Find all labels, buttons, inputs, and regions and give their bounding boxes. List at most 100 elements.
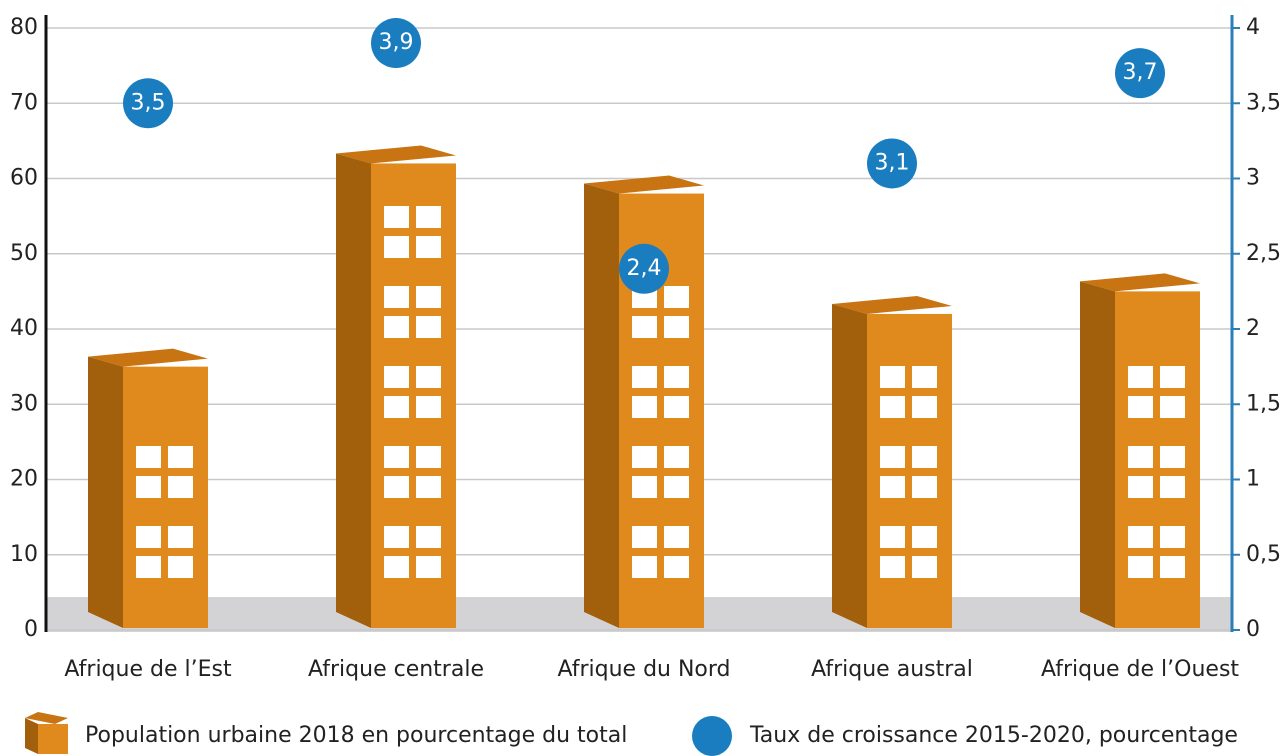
window	[384, 286, 409, 308]
y-tick-label: 30	[10, 391, 38, 416]
y2-tick-label: 0	[1246, 617, 1260, 642]
window	[384, 206, 409, 228]
window	[416, 446, 441, 468]
window	[136, 556, 161, 578]
window	[416, 286, 441, 308]
window	[384, 236, 409, 258]
window	[632, 556, 657, 578]
window	[912, 476, 937, 498]
window	[1160, 396, 1185, 418]
building	[1080, 273, 1200, 628]
y2-tick-label: 1	[1246, 467, 1260, 492]
window	[632, 366, 657, 388]
building-side	[832, 304, 867, 628]
y2-tick-label: 4	[1246, 15, 1260, 40]
window	[1160, 526, 1185, 548]
window	[1128, 556, 1153, 578]
window	[632, 316, 657, 338]
window	[384, 556, 409, 578]
window	[1128, 526, 1153, 548]
window	[664, 316, 689, 338]
x-tick-label: Afrique de l’Ouest	[1041, 657, 1239, 682]
window	[416, 526, 441, 548]
building	[584, 176, 704, 628]
window	[632, 476, 657, 498]
window	[168, 556, 193, 578]
chart: 3,53,92,43,13,7 Population urbaine 2018 …	[0, 0, 1287, 756]
x-tick-label: Afrique de l’Est	[64, 657, 232, 682]
bar	[123, 367, 208, 628]
legend-icon-front	[38, 724, 68, 754]
window	[416, 316, 441, 338]
legend-label: Taux de croissance 2015-2020, pourcentag…	[749, 723, 1238, 748]
window	[664, 526, 689, 548]
y-tick-label: 10	[10, 542, 38, 567]
window	[416, 366, 441, 388]
window	[912, 446, 937, 468]
window	[912, 396, 937, 418]
marks: 3,53,92,43,13,7	[88, 18, 1200, 628]
window	[664, 286, 689, 308]
window	[880, 446, 905, 468]
building	[88, 349, 208, 628]
bubble-label: 3,9	[379, 30, 414, 55]
building	[832, 296, 952, 628]
window	[912, 556, 937, 578]
y2-tick-label: 3	[1246, 166, 1260, 191]
legend-icon-bubble	[692, 716, 732, 756]
window	[384, 476, 409, 498]
window	[136, 476, 161, 498]
bar	[1115, 291, 1200, 628]
window	[384, 396, 409, 418]
y-tick-label: 50	[10, 241, 38, 266]
window	[1160, 556, 1185, 578]
window	[880, 396, 905, 418]
building-side	[88, 357, 123, 628]
window	[168, 476, 193, 498]
y-tick-label: 70	[10, 90, 38, 115]
bubble-label: 2,4	[627, 256, 662, 281]
bubble-label: 3,1	[875, 150, 910, 175]
building	[336, 145, 456, 628]
window	[384, 366, 409, 388]
window	[1128, 366, 1153, 388]
building-side	[336, 153, 371, 628]
building-side	[584, 184, 619, 628]
x-tick-label: Afrique du Nord	[557, 657, 730, 682]
x-tick-label: Afrique austral	[811, 657, 973, 682]
window	[1160, 446, 1185, 468]
y-tick-label: 0	[24, 617, 38, 642]
y-tick-label: 40	[10, 316, 38, 341]
window	[1128, 476, 1153, 498]
window	[416, 206, 441, 228]
window	[1160, 476, 1185, 498]
window	[168, 446, 193, 468]
window	[416, 236, 441, 258]
bar	[867, 314, 952, 628]
window	[136, 526, 161, 548]
y2-tick-label: 0,5	[1246, 542, 1281, 567]
window	[416, 476, 441, 498]
window	[632, 526, 657, 548]
window	[664, 396, 689, 418]
window	[880, 556, 905, 578]
y2-tick-label: 3,5	[1246, 90, 1281, 115]
window	[632, 396, 657, 418]
window	[632, 446, 657, 468]
window	[880, 366, 905, 388]
window	[912, 526, 937, 548]
y2-tick-label: 1,5	[1246, 391, 1281, 416]
window	[880, 526, 905, 548]
window	[384, 526, 409, 548]
window	[136, 446, 161, 468]
building-side	[1080, 281, 1115, 628]
legend: Population urbaine 2018 en pourcentage d…	[25, 712, 1238, 756]
y-tick-label: 20	[10, 467, 38, 492]
window	[416, 396, 441, 418]
window	[1128, 446, 1153, 468]
window	[384, 316, 409, 338]
x-tick-label: Afrique centrale	[308, 657, 484, 682]
legend-icon-side	[25, 718, 38, 754]
window	[912, 366, 937, 388]
window	[416, 556, 441, 578]
